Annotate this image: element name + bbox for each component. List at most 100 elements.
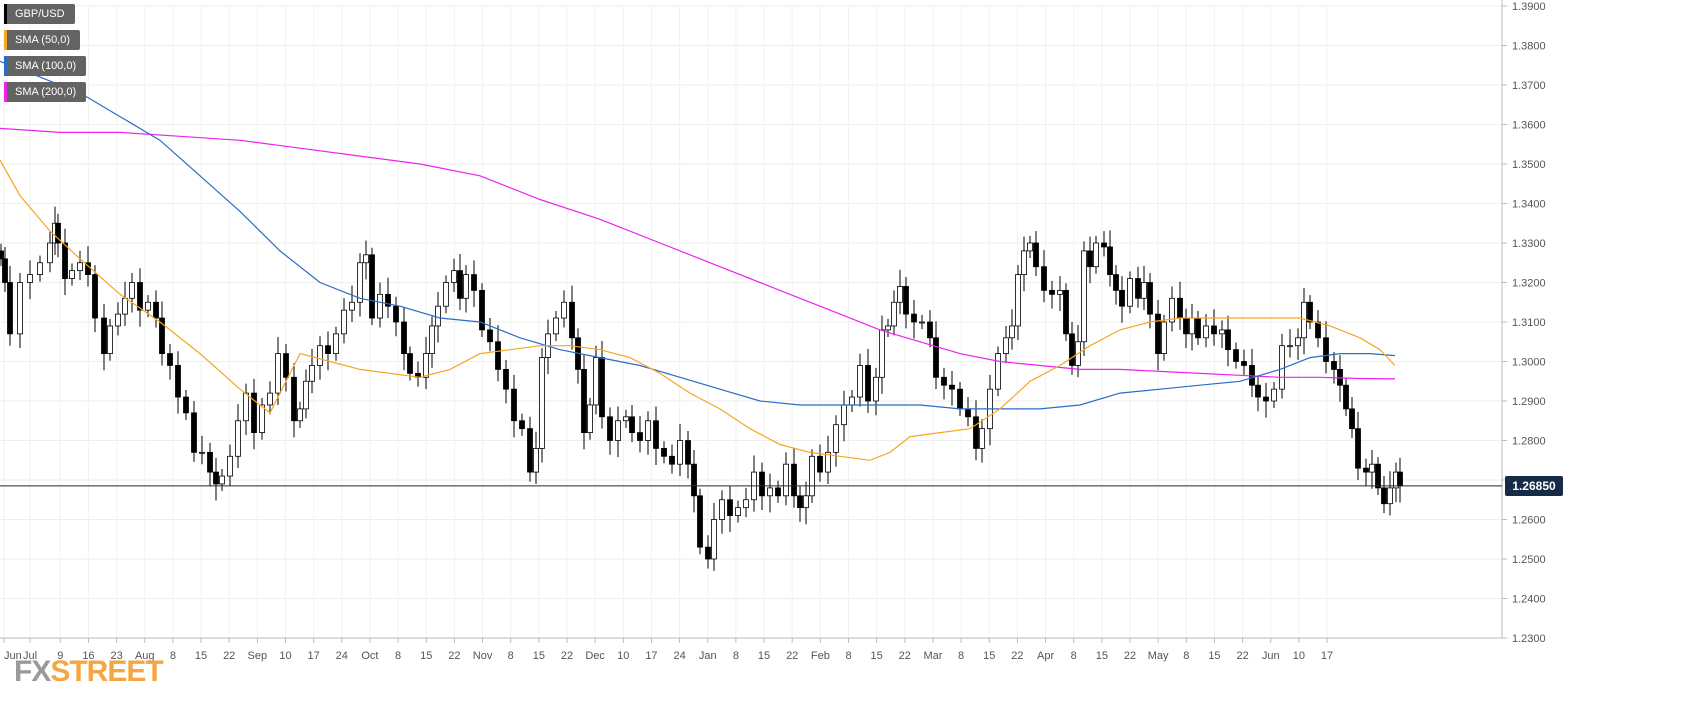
x-tick-label: Feb [811,650,830,662]
candle [891,290,897,336]
candle [629,404,635,443]
candle [767,473,773,513]
candle-body-down [55,222,61,244]
candle [0,243,4,266]
candle [933,321,939,390]
candle-body-up [1387,487,1393,505]
candle-body-up [1295,337,1301,347]
candle-body-up [145,301,151,311]
legend-item-gbpusd[interactable]: GBP/USD [4,4,75,24]
candle [561,290,567,328]
y-tick-label: 1.2300 [1512,633,1546,645]
candle-body-down [495,341,501,370]
x-tick-label: 10 [279,650,291,662]
sma100-line [0,60,1396,410]
x-tick-label: 22 [1236,650,1248,662]
candle [1343,378,1349,417]
candle-body-up [303,380,309,410]
candle [539,348,545,463]
candle-body-down [1183,317,1189,335]
candle-body-down [691,463,697,497]
candle-body-down [1107,246,1113,275]
candle [615,406,621,458]
x-tick-label: 22 [786,650,798,662]
candle [1147,273,1153,329]
candle [463,265,469,313]
candle-body-down [637,432,643,441]
candle-body-up [897,286,903,303]
candle [1211,309,1217,346]
candle-body-down [401,321,407,355]
candle-body-down [471,274,477,291]
candle [743,487,749,518]
candle-body-down [325,345,331,355]
candle [429,316,435,368]
candle-body-down [957,388,963,410]
candle-body-up [1093,242,1099,268]
candle-body-down [1049,289,1055,295]
candle [1003,325,1009,364]
candle-body-up [463,274,469,299]
y-tick-label: 1.3800 [1512,41,1546,53]
candle-body-down [1263,396,1269,402]
candle [1087,236,1093,284]
candle [927,310,933,348]
candle-body-up [891,301,897,327]
candle [369,247,375,326]
candle-body-up [115,313,121,327]
candle [349,285,355,322]
candle [1369,449,1375,489]
candle [653,406,659,465]
candle-body-down [519,420,525,430]
x-tick-label: 15 [195,650,207,662]
candle-body-up [1161,321,1167,355]
candle-body-down [759,471,765,497]
candle-body-up [363,254,369,264]
candle [685,431,691,479]
candle [227,444,233,486]
x-tick-label: 8 [1071,650,1077,662]
candle-body-up [803,495,809,509]
candle [137,268,143,327]
candle-body-up [199,451,205,454]
candle-body-up [1057,289,1063,295]
candle [1141,265,1147,311]
candle-body-down [1177,297,1183,319]
x-tick-label: 15 [871,650,883,662]
candle [17,273,23,349]
candle [1271,382,1277,409]
candle-body-down [291,376,297,422]
candle-body-down [865,365,871,402]
x-tick-label: Jun [4,650,22,662]
candle [317,336,323,380]
y-tick-label: 1.2400 [1512,594,1546,606]
candle [47,231,53,273]
legend-label: GBP/USD [15,8,65,20]
candle [393,296,399,337]
candle-body-down [797,495,803,509]
candle-body-up [1203,325,1209,339]
candle-body-up [587,404,593,434]
y-tick-label: 1.3600 [1512,120,1546,132]
legend-item-sma50[interactable]: SMA (50,0) [4,30,81,50]
candle [1113,265,1119,305]
y-tick-label: 1.3200 [1512,278,1546,290]
candle [797,486,803,522]
legend-item-sma100[interactable]: SMA (100,0) [4,56,87,76]
candle-body-down [1375,463,1381,489]
candle-body-down [1381,487,1387,505]
candle [407,346,413,381]
candle [1135,266,1141,308]
candle [783,452,789,506]
candle [1233,342,1239,369]
candle-body-up [129,282,135,299]
candle [251,378,257,450]
candle-body-up [77,262,83,272]
x-tick-label: 15 [420,650,432,662]
candle [1349,397,1355,439]
legend-item-sma200[interactable]: SMA (200,0) [4,82,87,102]
candle-body-up [349,301,355,311]
candle-body-down [911,313,917,323]
candle [1387,471,1393,516]
